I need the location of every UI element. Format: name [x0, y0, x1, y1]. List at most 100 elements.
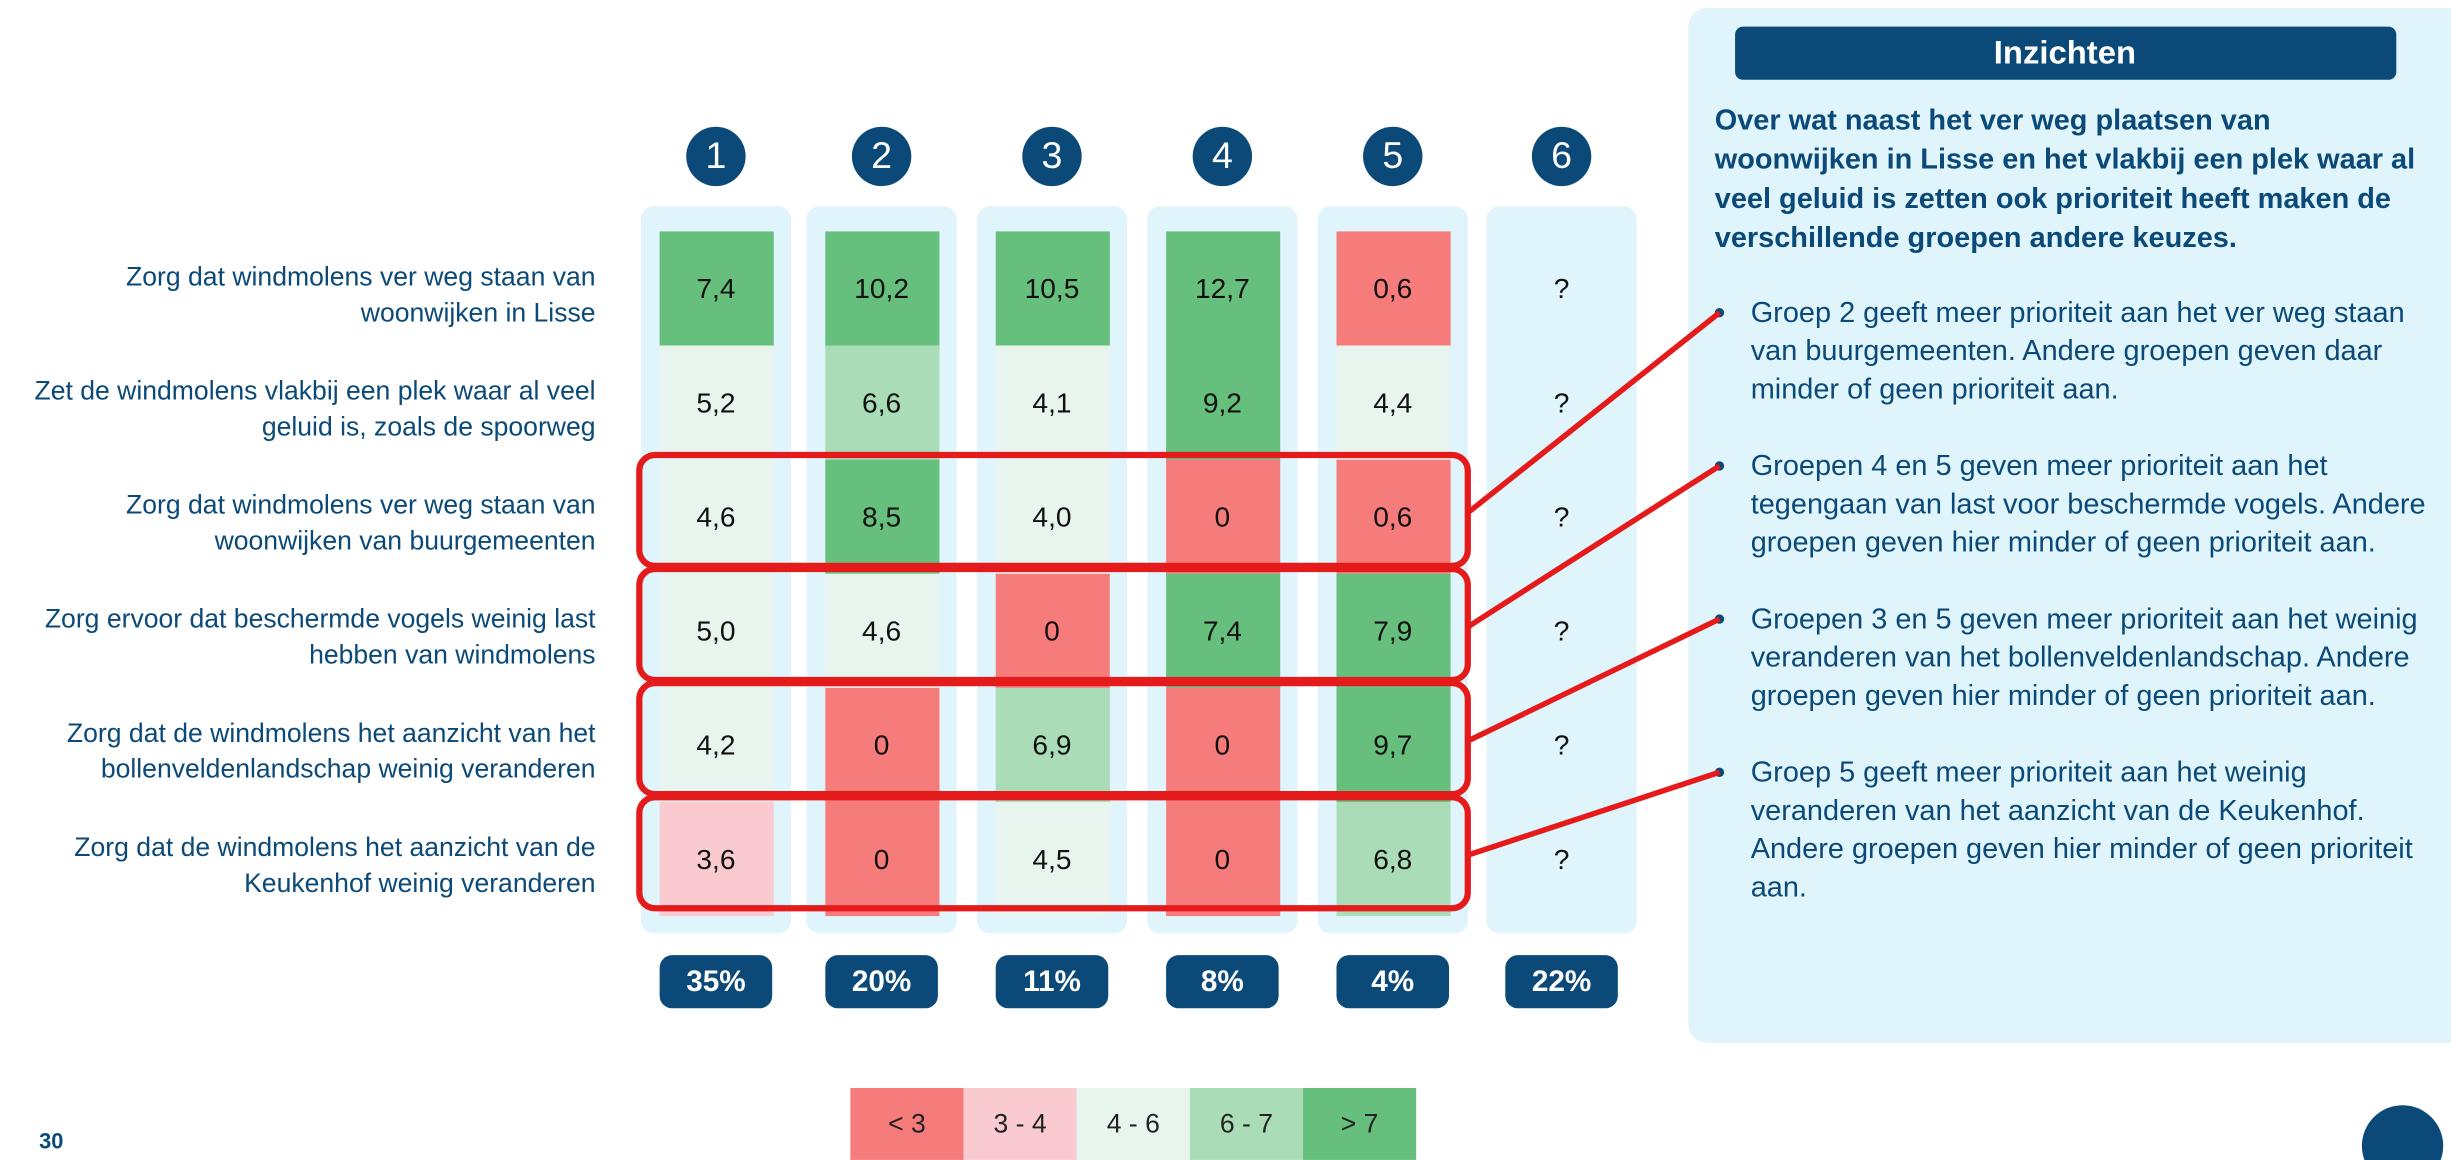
row-label: bollenveldenlandschap weinig veranderen	[101, 754, 596, 784]
cell	[825, 801, 940, 917]
cell-value: ?	[1554, 387, 1570, 418]
row-label: Zorg dat de windmolens het aanzicht van …	[67, 718, 596, 748]
cell-value: 4,4	[1373, 387, 1412, 418]
cell-value: ?	[1554, 616, 1570, 647]
insights-intro: veel geluid is zetten ook prioriteit hee…	[1715, 183, 2391, 215]
cell	[995, 801, 1110, 917]
row-label: woonwijken in Lisse	[360, 297, 596, 327]
cell	[1336, 459, 1451, 574]
cell-value: 10,2	[854, 273, 909, 304]
group-number: 3	[1042, 134, 1063, 176]
insight-bullet-text: tegengaan van last voor beschermde vogel…	[1751, 488, 2426, 520]
cell	[995, 573, 1110, 688]
cell-value: 4,0	[1032, 501, 1071, 532]
row-label: Zet de windmolens vlakbij een plek waar …	[34, 375, 595, 405]
group-badge	[1192, 126, 1253, 187]
legend-swatch	[1303, 1088, 1417, 1160]
cell	[995, 459, 1110, 574]
legend-label: 6 - 7	[1220, 1109, 1273, 1139]
group-badge	[1363, 126, 1423, 187]
group-badge	[686, 126, 746, 187]
connector	[1466, 310, 1722, 515]
cell	[1336, 687, 1451, 802]
row-label: Zorg dat windmolens ver weg staan van	[126, 261, 596, 291]
cell-value: 0	[874, 730, 890, 761]
insight-bullet-text: aan.	[1751, 871, 1807, 903]
cell	[1336, 231, 1451, 346]
cell	[995, 231, 1110, 346]
row-label: Keukenhof weinig veranderen	[244, 868, 595, 898]
cell	[1166, 345, 1281, 460]
cell	[1166, 459, 1281, 574]
insights-title-bar	[1735, 26, 2397, 80]
cell-value: 4,6	[862, 616, 901, 647]
cell	[825, 231, 940, 346]
legend-swatch	[850, 1088, 964, 1160]
cell-value: 4,5	[1032, 844, 1071, 875]
group-number: 6	[1551, 134, 1572, 176]
cell-value: 0,6	[1373, 273, 1412, 304]
cell	[1166, 801, 1281, 917]
insight-bullet-text: Groepen 4 en 5 geven meer prioriteit aan…	[1751, 450, 2328, 482]
insights-intro: Over wat naast het ver weg plaatsen van	[1715, 105, 2271, 137]
cell-value: 4,2	[696, 730, 735, 761]
cell	[659, 573, 774, 688]
connector	[1466, 616, 1721, 744]
logo	[2361, 1105, 2444, 1160]
cell-value: 10,5	[1025, 273, 1080, 304]
group-number: 1	[705, 134, 726, 176]
insights-intro: woonwijken in Lisse en het vlakbij een p…	[1714, 144, 2415, 176]
page-number: 30	[39, 1129, 63, 1154]
insight-bullet-text: minder of geen prioriteit aan.	[1751, 374, 2119, 406]
cell	[1166, 231, 1281, 346]
share-label: 35%	[686, 965, 745, 998]
cell-value: 0	[1215, 730, 1231, 761]
cell	[659, 687, 774, 802]
cell-value: 12,7	[1195, 273, 1250, 304]
legend-swatch	[1189, 1088, 1304, 1160]
cell	[1166, 573, 1281, 688]
legend-label: 4 - 6	[1107, 1109, 1160, 1139]
cell	[659, 345, 774, 460]
cell-value: ?	[1554, 730, 1570, 761]
cell	[1336, 801, 1451, 917]
cell-value: 9,2	[1203, 387, 1242, 418]
insights-intro: verschillende groepen andere keuzes.	[1715, 222, 2237, 254]
cell-value: 0,6	[1373, 501, 1412, 532]
row-label: hebben van windmolens	[309, 640, 595, 670]
insight-bullet-text: veranderen van het aanzicht van de Keuke…	[1751, 795, 2365, 827]
cell	[825, 345, 940, 460]
cell-value: 6,6	[862, 387, 901, 418]
row-label: Zorg dat windmolens ver weg staan van	[126, 490, 596, 520]
group-number: 2	[871, 134, 892, 176]
legend-label: > 7	[1341, 1109, 1379, 1139]
cell-value: 0	[874, 844, 890, 875]
connector	[1466, 769, 1721, 858]
cell-value: 3,6	[696, 844, 735, 875]
insight-bullet-text: Groep 2 geeft meer prioriteit aan het ve…	[1751, 297, 2405, 329]
legend-label: < 3	[888, 1109, 926, 1139]
cell	[825, 573, 940, 688]
cell-value: 6,8	[1373, 844, 1412, 875]
cell-value: 4,6	[696, 501, 735, 532]
group-badge	[1531, 126, 1592, 187]
group-badge	[851, 126, 912, 187]
row-label: geluid is, zoals de spoorweg	[262, 411, 596, 441]
connector	[1466, 463, 1721, 630]
share-pill	[1505, 955, 1618, 1009]
cell	[825, 459, 940, 574]
cell-value: 5,2	[696, 387, 735, 418]
insight-bullet-text: groepen geven hier minder of geen priori…	[1751, 527, 2376, 559]
legend-label: 3 - 4	[994, 1109, 1047, 1139]
cell-value: 4,1	[1032, 387, 1071, 418]
share-pill	[995, 955, 1109, 1009]
cell-value: ?	[1554, 273, 1570, 304]
share-label: 4%	[1371, 965, 1414, 998]
cell-value: 9,7	[1373, 730, 1412, 761]
share-label: 20%	[852, 965, 911, 998]
cell-value: ?	[1554, 501, 1570, 532]
insight-bullet-text: Groepen 3 en 5 geven meer prioriteit aan…	[1751, 603, 2418, 635]
cell	[825, 687, 940, 802]
cell-value: 8,5	[862, 501, 901, 532]
